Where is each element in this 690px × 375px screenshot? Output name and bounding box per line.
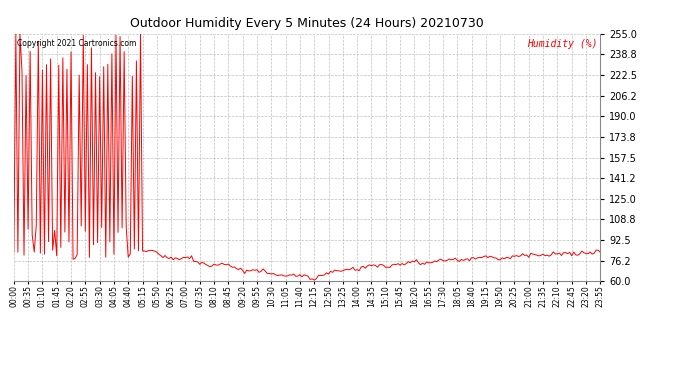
Text: Humidity (%): Humidity (%) <box>527 39 598 49</box>
Text: Copyright 2021 Cartronics.com: Copyright 2021 Cartronics.com <box>17 39 136 48</box>
Title: Outdoor Humidity Every 5 Minutes (24 Hours) 20210730: Outdoor Humidity Every 5 Minutes (24 Hou… <box>130 17 484 30</box>
